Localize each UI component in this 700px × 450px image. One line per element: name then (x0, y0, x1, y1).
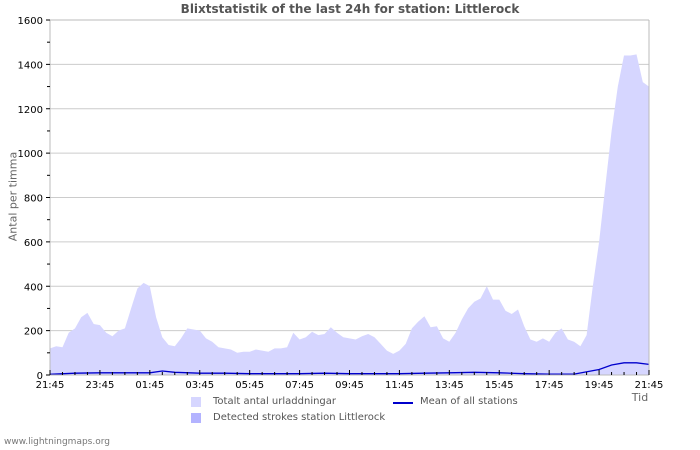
footer-credit: www.lightningmaps.org (4, 437, 110, 447)
legend-swatch-total (191, 397, 201, 407)
x-tick-label: 17:45 (535, 380, 564, 391)
y-tick-label: 400 (24, 282, 43, 293)
y-tick-label: 1400 (18, 60, 43, 71)
x-tick-label: 19:45 (585, 380, 614, 391)
legend-swatch-station (191, 413, 201, 423)
legend-label-total: Totalt antal urladdningar (213, 396, 337, 407)
x-tick-label: 11:45 (385, 380, 414, 391)
x-axis-label: Tid (631, 391, 648, 404)
y-tick-label: 0 (37, 371, 43, 382)
x-tick-label: 23:45 (86, 380, 115, 391)
y-tick-label: 1000 (18, 149, 43, 160)
y-tick-label: 1600 (18, 16, 43, 27)
x-tick-label: 13:45 (435, 380, 464, 391)
y-tick-label: 600 (24, 238, 43, 249)
x-tick-label: 21:45 (635, 380, 664, 391)
x-tick-label: 01:45 (135, 380, 164, 391)
x-tick-label: 03:45 (185, 380, 214, 391)
legend-label-station: Detected strokes station Littlerock (213, 412, 386, 423)
x-tick-label: 05:45 (235, 380, 264, 391)
x-tick-label: 15:45 (485, 380, 514, 391)
y-tick-label: 200 (24, 327, 43, 338)
y-tick-label: 800 (24, 194, 43, 205)
y-tick-label: 1200 (18, 105, 43, 116)
x-tick-label: 07:45 (285, 380, 314, 391)
legend-line-mean (393, 402, 413, 404)
chart-title: Blixtstatistik of the last 24h for stati… (180, 2, 520, 16)
x-tick-label: 21:45 (36, 380, 65, 391)
legend-label-mean: Mean of all stations (420, 396, 518, 407)
x-tick-label: 09:45 (335, 380, 364, 391)
area-total-discharges (50, 54, 649, 376)
